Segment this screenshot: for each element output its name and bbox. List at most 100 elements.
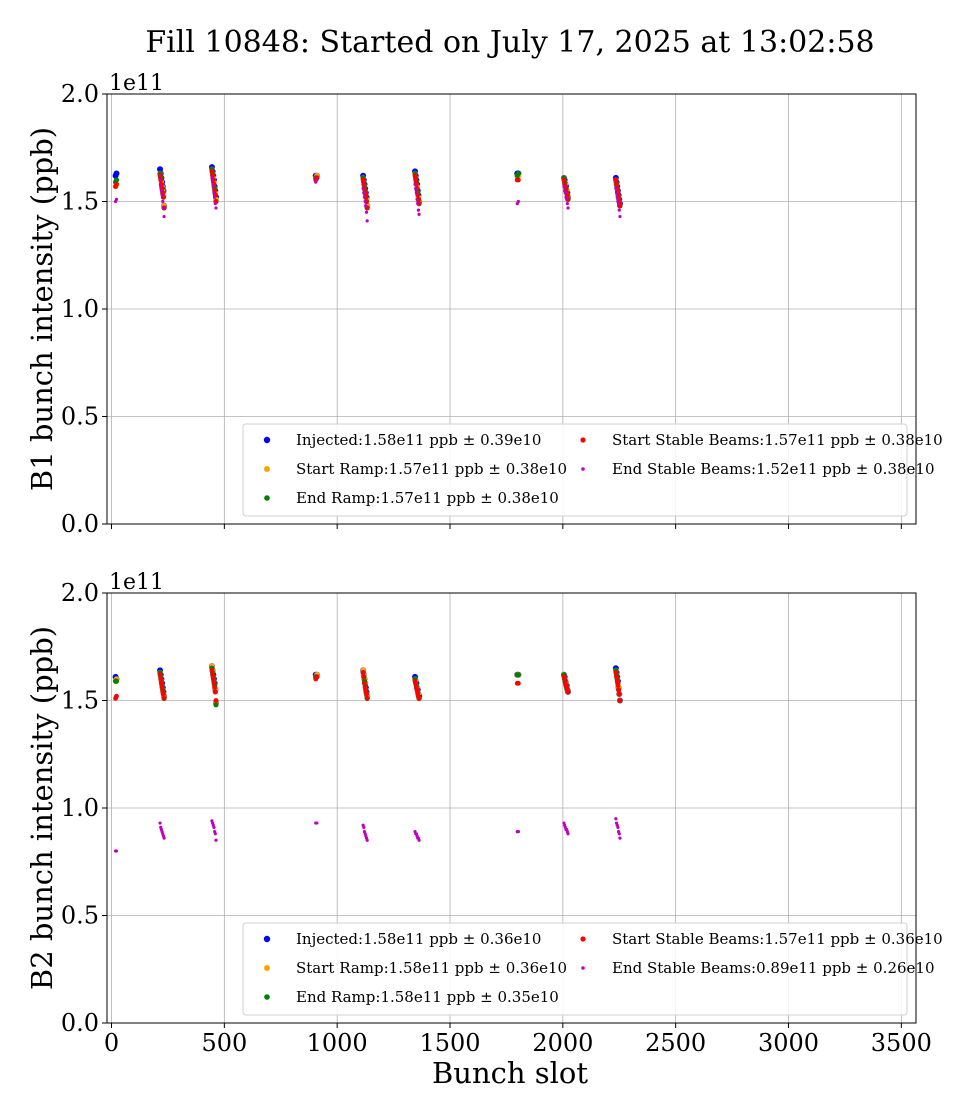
b2-point-start-stable [158,680,164,686]
b1-point-end-stable [516,199,520,204]
b2-point-start-stable [614,678,620,684]
b1-point-start-stable [412,173,418,179]
b1-legend-marker-start-ramp [264,466,270,472]
b1-y-tick-label: 1.5 [61,188,99,216]
b2-point-start-stable [210,676,216,682]
b2-point-end-ramp [213,702,219,708]
b1-legend-label-injected: Injected:1.58e11 ppb ± 0.39e10 [296,431,541,449]
b2-legend: Injected:1.58e11 ppb ± 0.36e10 Start Ramp… [242,922,943,1016]
b1-point-end-stable [364,210,369,214]
b2-point-end-stable [618,836,622,840]
b2-point-end-stable [213,832,217,836]
b2-x-tick-label: 3500 [871,1029,932,1057]
b1-legend-marker-start-stable [580,437,586,443]
b2-legend-label-start-ramp: Start Ramp:1.58e11 ppb ± 0.36e10 [296,959,567,977]
b1-point-end-stable [413,182,417,186]
b1-legend-marker-injected [263,436,271,444]
b1-y-tick-label: 0.5 [61,403,99,431]
b1-point-end-stable [161,206,166,210]
b2-x-tick-label: 500 [201,1029,247,1057]
b1-legend: Injected:1.58e11 ppb ± 0.39e10 Start Ramp… [242,423,943,517]
b1-offset-label: 1e11 [109,71,164,96]
b2-legend-marker-start-ramp [264,965,270,971]
b1-point-end-ramp [113,177,120,183]
b2-series-start-stable [113,668,623,703]
b1-point-start-stable [413,177,419,183]
b1-series-end-stable [113,176,622,223]
b2-x-tick-label: 1500 [419,1029,480,1057]
b1-point-end-stable [363,199,367,204]
b1-legend-marker-end-stable [581,467,585,471]
b1-y-tick-label: 0.0 [61,510,99,538]
b2-point-end-stable [212,825,216,829]
b1-point-end-stable [562,184,566,189]
b1-y-tick-label: 2.0 [61,80,99,108]
b1-point-start-stable [209,169,215,174]
b1-legend-label-start-ramp: Start Ramp:1.57e11 ppb ± 0.38e10 [296,460,567,478]
b2-point-start-stable [364,695,370,701]
b1-point-end-stable [213,195,217,199]
b1-point-end-stable [214,206,218,210]
b1-point-end-stable [615,195,619,199]
b2-point-start-stable [362,680,367,686]
b2-point-start-stable [562,676,568,682]
b1-point-start-stable [614,181,619,187]
b2-y-axis-label: B2 bunch intensity (ppb) [25,626,59,990]
b1-point-end-stable [211,184,215,189]
b1-point-end-stable [212,191,216,195]
b2-x-tick-label: 2000 [532,1029,593,1057]
b1-point-end-stable [159,189,163,193]
b2-panel: 0 500 1000 1500 2000 2500 3000 3500 0.0 0.5 1.0 1.5… [25,570,943,1057]
b1-point-end-stable [414,191,418,195]
b2-x-tick-label: 1000 [307,1029,368,1057]
b2-point-start-stable [361,674,367,680]
b2-legend-label-end-ramp: End Ramp:1.58e11 ppb ± 0.35e10 [296,988,559,1006]
b2-legend-box [242,922,908,1016]
b1-point-end-stable [616,199,620,204]
b1-point-start-stable [613,177,619,183]
b1-point-end-stable [362,195,367,199]
b2-y-tick-label: 0.5 [61,902,99,930]
b2-point-end-stable [214,838,218,842]
b1-point-end-stable [210,176,214,180]
b1-legend-label-end-stable: End Stable Beams:1.52e11 ppb ± 0.38e10 [612,460,935,478]
b2-x-tick-label: 0 [104,1029,119,1057]
b2-point-end-stable [365,838,369,842]
b2-point-end-stable [417,838,421,842]
b1-point-end-stable [158,178,162,182]
b2-series-end-stable [113,817,622,853]
b2-point-end-stable [362,825,366,829]
b1-point-end-stable [416,202,420,206]
b2-point-start-stable [161,691,166,697]
x-axis-label: Bunch slot [432,1056,588,1090]
b2-point-end-stable [614,817,618,821]
b2-point-start-stable [209,668,215,673]
b2-point-end-stable [616,825,620,829]
b2-point-start-stable [314,674,320,680]
b2-y-tick-label: 0.0 [61,1009,99,1037]
b2-legend-marker-end-stable [581,966,585,970]
b2-point-start-stable [114,693,119,699]
b1-point-end-stable [361,187,365,191]
b1-legend-marker-end-ramp [264,495,270,501]
b2-point-start-stable [616,691,622,697]
b1-point-end-stable [159,184,163,189]
b2-point-end-stable [158,821,162,825]
b1-point-end-stable [162,214,166,219]
b1-point-end-ramp [515,170,521,177]
b2-point-end-stable [617,832,621,836]
b1-legend-label-end-ramp: End Ramp:1.57e11 ppb ± 0.38e10 [296,489,559,507]
b1-point-end-stable [566,206,570,210]
b2-legend-marker-injected [263,935,271,943]
b2-point-end-stable [566,832,570,836]
b1-legend-label-start-stable: Start Stable Beams:1.57e11 ppb ± 0.38e10 [612,431,943,449]
b1-point-end-stable [161,199,165,204]
b1-point-end-stable [614,187,618,191]
b1-panel: 0.0 0.5 1.0 1.5 2.0 1e11 B1 bunch intensity (p… [25,71,943,538]
b2-x-tick-label: 3000 [758,1029,819,1057]
b2-point-start-stable [211,680,217,686]
b1-point-end-stable [616,204,621,208]
b1-legend-box [242,423,908,517]
b2-y-tick-label: 1.0 [61,794,99,822]
b2-legend-label-injected: Injected:1.58e11 ppb ± 0.36e10 [296,930,541,948]
